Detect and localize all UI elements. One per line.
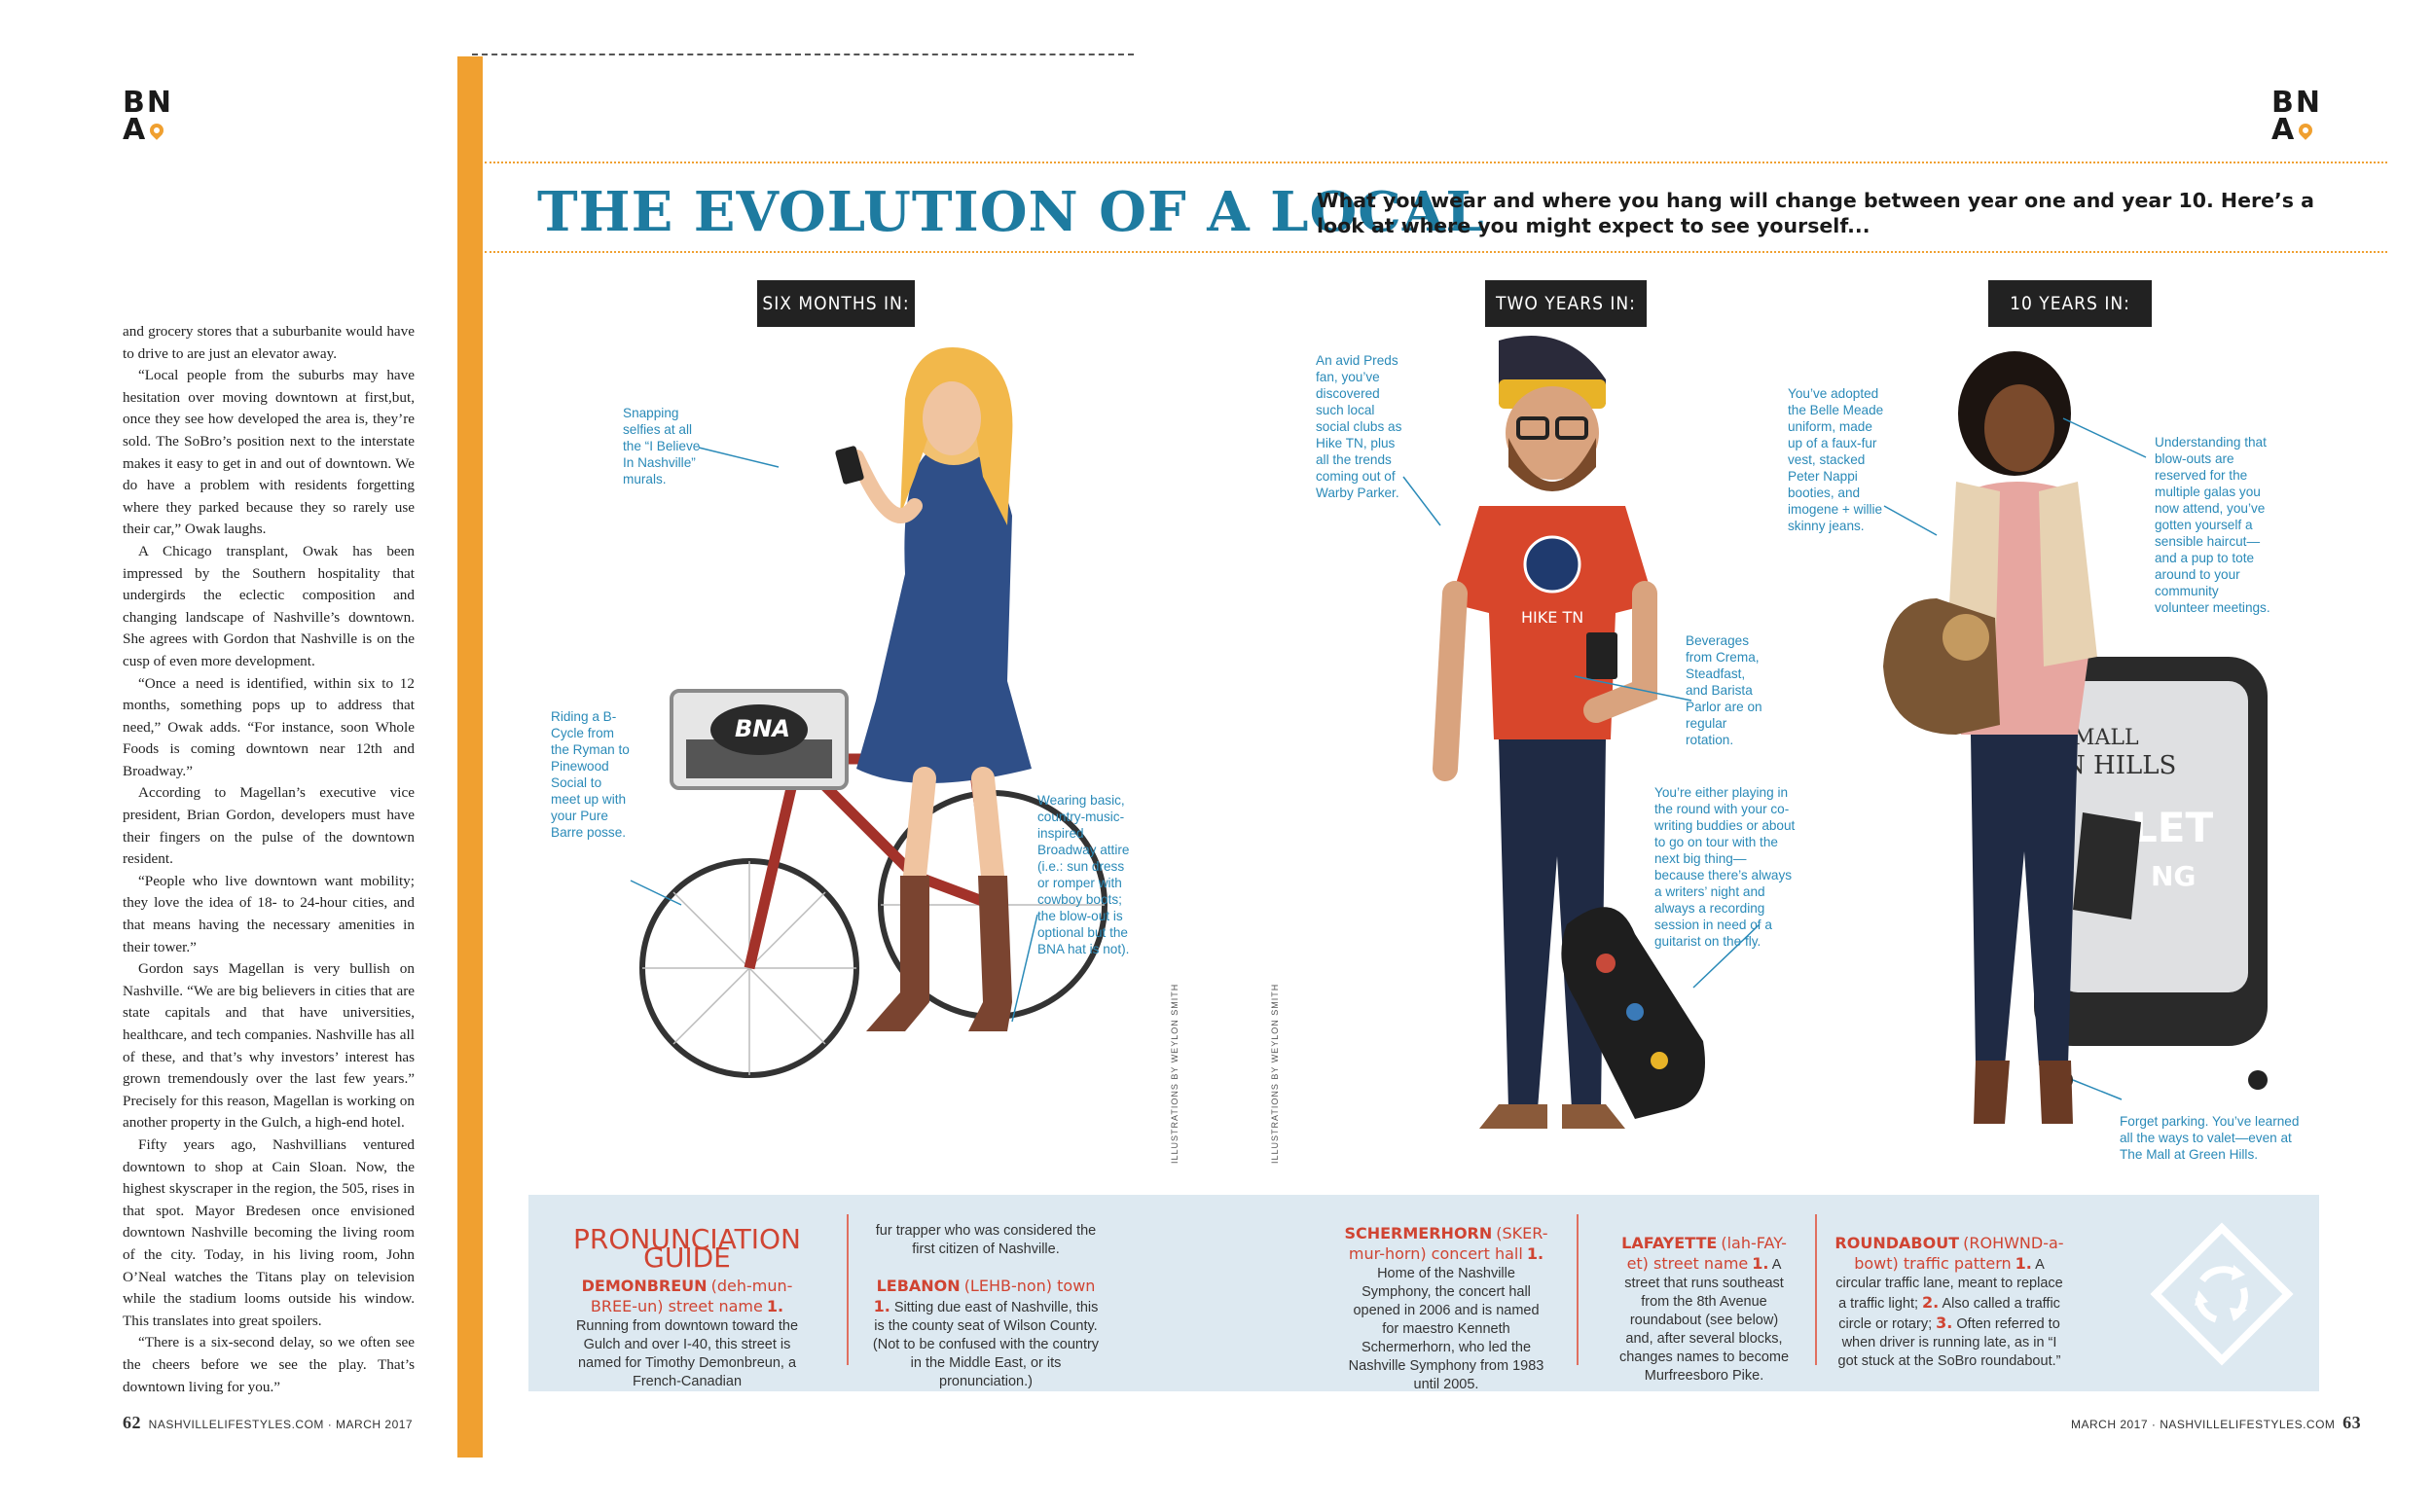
stage-label-ten-years: 10 YEARS IN: (1988, 280, 2152, 327)
illustration-two-years: HIKE TN (1433, 336, 1705, 1129)
guide-word: DEMONBREUN (581, 1277, 708, 1295)
guide-col-4: LAFAYETTE (lah-FAY-et) street name 1. A … (1618, 1234, 1790, 1384)
guide-heading: PRONUNCIATION GUIDE (573, 1223, 801, 1274)
article-paragraph: “Once a need is identified, within six t… (123, 674, 415, 779)
stage-label-six-months: SIX MONTHS IN: (757, 280, 915, 327)
bna-logo-right: BN A (2271, 86, 2322, 147)
guide-definition: Home of the Nashville Symphony, the conc… (1348, 1266, 1544, 1392)
page-number: 63 (2342, 1413, 2362, 1432)
illustration-ten-years: MALL N HILLS LET NG (1883, 351, 2268, 1124)
article-paragraph: and grocery stores that a suburbanite wo… (123, 323, 415, 362)
guide-definition: A circular traffic lane, meant to replac… (1835, 1257, 2063, 1312)
guide-pronunciation: (LEHB-non) town (963, 1277, 1096, 1295)
feature-title: THE EVOLUTION OF A LOCAL (537, 180, 1485, 244)
guide-word: ROUNDABOUT (1834, 1234, 1960, 1252)
shirt-text: HIKE TN (1521, 608, 1583, 627)
guide-definition: Running from downtown toward the Gulch a… (575, 1318, 799, 1389)
guide-col-3: SCHERMERHORN (SKER-mur-horn) concert hal… (1344, 1224, 1548, 1392)
guide-pronunciation: (deh-mun-BREE-un) street name (590, 1277, 793, 1315)
coffee-cup (1586, 632, 1617, 679)
logo-text: BN (2271, 86, 2322, 120)
guide-word: LEBANON (876, 1277, 961, 1295)
guide-divider (1577, 1214, 1579, 1365)
orange-accent-bar (457, 56, 483, 1458)
guide-divider (847, 1214, 849, 1365)
sign-text: N HILLS (2063, 751, 2176, 780)
callout-blowouts: Understanding that blow-outs are reserve… (2155, 435, 2270, 615)
header-rule-top (485, 162, 2387, 163)
callout-beverages: Beverages from Crema, Steadfast, and Bar… (1686, 633, 1762, 747)
callout-parking: Forget parking. You’ve learned all the w… (2120, 1114, 2300, 1162)
pronunciation-guide: PRONUNCIATION GUIDE DEMONBREUN (deh-mun-… (528, 1195, 2319, 1392)
sign-text: MALL (2073, 726, 2139, 750)
article-paragraph: Fifty years ago, Nashvillians ventured d… (123, 1135, 415, 1329)
article-paragraph: “There is a six-second delay, so we ofte… (123, 1334, 415, 1395)
stage-label-two-years: TWO YEARS IN: (1485, 280, 1647, 327)
guide-definition: A street that runs southeast from the 8t… (1618, 1257, 1790, 1384)
callout-bellemeade: You’ve adopted the Belle Meade uniform, … (1788, 386, 1884, 533)
guide-definition: Also called a traffic circle or rotary; (1838, 1296, 2060, 1332)
page-number: 62 (123, 1413, 141, 1432)
folio-text: MARCH 2017 · NASHVILLELIFESTYLES.COM (2071, 1418, 2336, 1431)
folio-text: NASHVILLELIFESTYLES.COM · MARCH 2017 (148, 1418, 414, 1431)
guide-col-2: fur trapper who was considered the first… (869, 1222, 1103, 1391)
bna-logo-left: BN A (123, 86, 173, 147)
guide-definition: fur trapper who was considered the first… (875, 1223, 1097, 1257)
article-paragraph: Gordon says Magellan is very bullish on … (123, 960, 415, 1132)
guide-definition: Often referred to when driver is running… (1837, 1316, 2061, 1369)
sign-text: LET (2131, 804, 2213, 851)
callout-playing: You’re either playing in the round with … (1654, 785, 1796, 949)
folio-right: MARCH 2017 · NASHVILLELIFESTYLES.COM 63 (2071, 1413, 2361, 1433)
guide-pronunciation: (ROHWND-a-bowt) traffic pattern (1854, 1234, 2064, 1273)
guide-word: SCHERMERHORN (1344, 1224, 1493, 1242)
callout-preds: An avid Preds fan, you’ve discovered suc… (1316, 353, 1402, 500)
guide-col-1: PRONUNCIATION GUIDE DEMONBREUN (deh-mun-… (565, 1223, 809, 1391)
guide-definition: Sitting due east of Nashville, this is t… (872, 1300, 1100, 1389)
bna-hat (710, 704, 808, 755)
roundabout-sign-icon (2150, 1222, 2294, 1366)
logo-text: BN (123, 86, 173, 120)
guide-pronunciation: (SKER-mur-horn) concert hall (1348, 1224, 1548, 1263)
phone (835, 446, 864, 485)
hike-tn-logo (1523, 535, 1581, 594)
article-paragraph: According to Magellan’s executive vice p… (123, 784, 415, 868)
article-paragraph: “People who live downtown want mobility;… (123, 872, 415, 955)
feature-subtitle: What you wear and where you hang will ch… (1317, 189, 2314, 237)
guide-pronunciation: (lah-FAY-et) street name (1626, 1234, 1787, 1273)
sign-text: NG (2151, 860, 2196, 892)
callout-selfies: Snapping selfies at all the “I Believe I… (623, 406, 701, 486)
guide-col-5: ROUNDABOUT (ROHWND-a-bowt) traffic patte… (1834, 1234, 2064, 1369)
guide-divider (1815, 1214, 1817, 1365)
header-rule-bottom (485, 251, 2387, 253)
illustration-six-months: BNA (639, 347, 1108, 1078)
shopping-bag (2073, 812, 2141, 919)
callout-broadway: Wearing basic, country-music-inspired Br… (1037, 793, 1130, 956)
callout-bcycle: Riding a B-Cycle from the Ryman to Pinew… (551, 709, 630, 840)
article-paragraph: “Local people from the suburbs may have … (123, 367, 415, 538)
logo-text: A (123, 113, 148, 147)
top-rule (472, 54, 1134, 55)
logo-text: A (2271, 113, 2297, 147)
article-body: and grocery stores that a suburbanite wo… (123, 321, 415, 1398)
hat-text: BNA (735, 715, 790, 742)
article-paragraph: A Chicago transplant, Owak has been impr… (123, 542, 415, 669)
folio-left: 62 NASHVILLELIFESTYLES.COM · MARCH 2017 (123, 1413, 413, 1433)
guide-word: LAFAYETTE (1621, 1234, 1718, 1252)
